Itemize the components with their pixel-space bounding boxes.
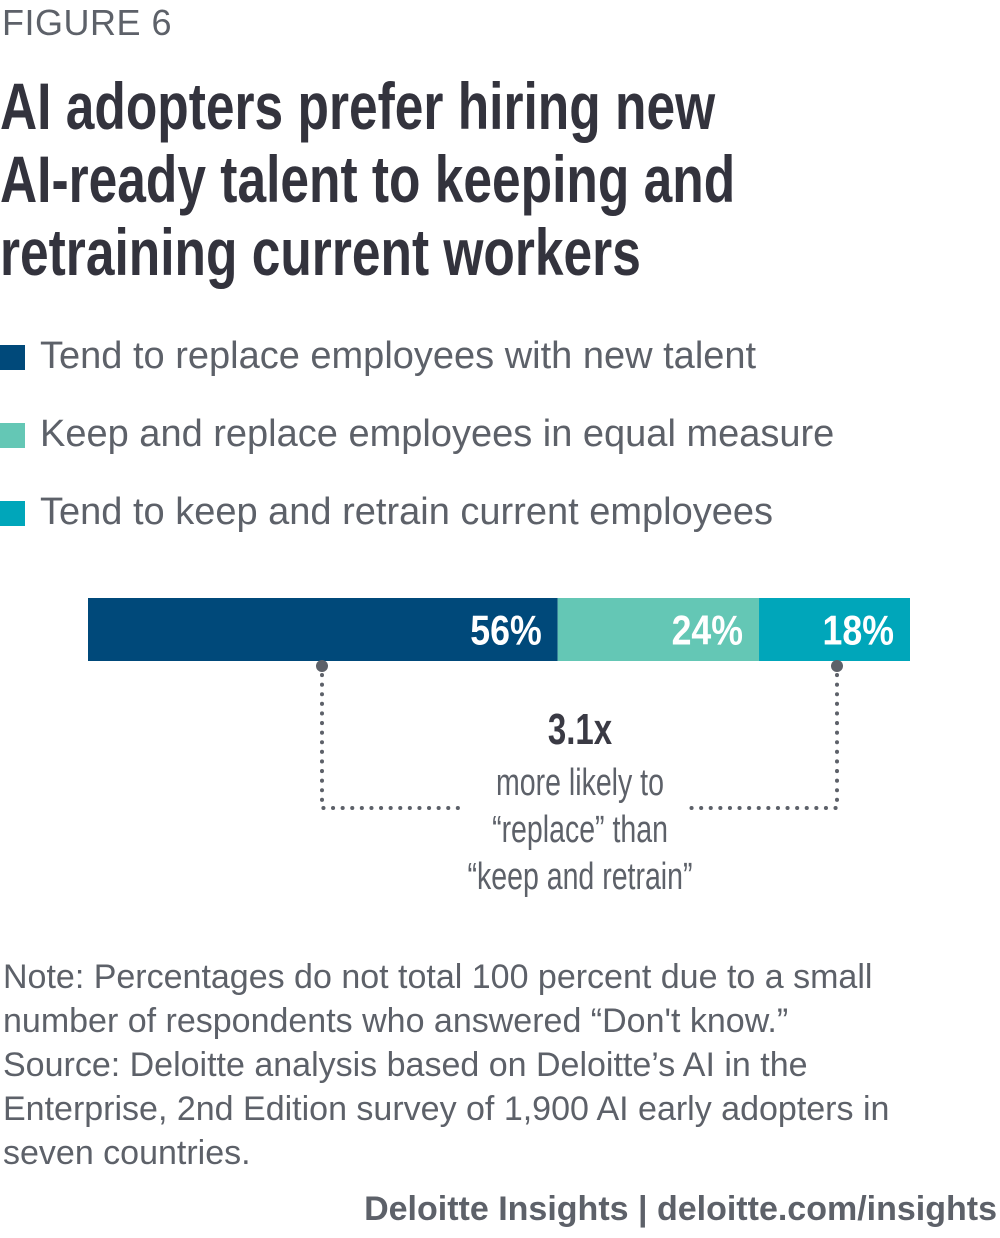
annotation-line: “keep and retrain” <box>467 856 693 898</box>
bracket-endpoint <box>831 660 843 672</box>
note-line: Note: Percentages do not total 100 perce… <box>3 958 873 996</box>
bracket-right <box>688 673 839 810</box>
legend-item-replace: Tend to replace employees with new talen… <box>0 332 834 410</box>
note-line: Source: Deloitte analysis based on Deloi… <box>3 1046 808 1084</box>
legend-swatch <box>0 501 25 526</box>
legend-item-keep: Tend to keep and retrain current employe… <box>0 488 834 566</box>
figure-label: FIGURE 6 <box>2 2 173 43</box>
bar-segment <box>88 598 558 661</box>
annotation-value-text: 3.1x <box>547 705 613 754</box>
legend-swatch <box>0 345 25 370</box>
bracket-endpoint <box>316 660 328 672</box>
legend-swatch <box>0 423 25 448</box>
annotation-text: more likely to “replace” than “keep and … <box>380 760 780 901</box>
legend-label: Keep and replace employees in equal meas… <box>40 413 835 455</box>
stacked-bar-chart: 56% 24% 18% <box>88 598 910 810</box>
data-label: 24% <box>672 608 743 654</box>
legend-label: Tend to keep and retrain current employe… <box>40 491 773 533</box>
chart-title: AI adopters prefer hiring new AI-ready t… <box>0 70 936 289</box>
legend-label: Tend to replace employees with new talen… <box>40 335 757 377</box>
annotation-line: “replace” than <box>492 809 668 851</box>
note-line: Enterprise, 2nd Edition survey of 1,900 … <box>3 1090 890 1128</box>
bar-segment <box>759 598 910 661</box>
title-line: retraining current workers <box>0 215 641 289</box>
legend-item-equal: Keep and replace employees in equal meas… <box>0 410 834 488</box>
title-line: AI adopters prefer hiring new <box>0 69 716 143</box>
annotation-value: 3.1x <box>380 705 780 755</box>
footer-credit: Deloitte Insights | deloitte.com/insight… <box>364 1190 997 1228</box>
note-line: seven countries. <box>3 1134 251 1172</box>
data-label: 56% <box>470 608 541 654</box>
data-label: 18% <box>823 608 894 654</box>
title-line: AI-ready talent to keeping and <box>0 142 736 216</box>
bracket-left <box>320 673 464 810</box>
legend: Tend to replace employees with new talen… <box>0 332 834 566</box>
bar-segment <box>557 598 760 661</box>
note-source: Note: Percentages do not total 100 perce… <box>3 955 1000 1175</box>
annotation-line: more likely to <box>496 762 664 804</box>
note-line: number of respondents who answered “Don'… <box>3 1002 789 1040</box>
